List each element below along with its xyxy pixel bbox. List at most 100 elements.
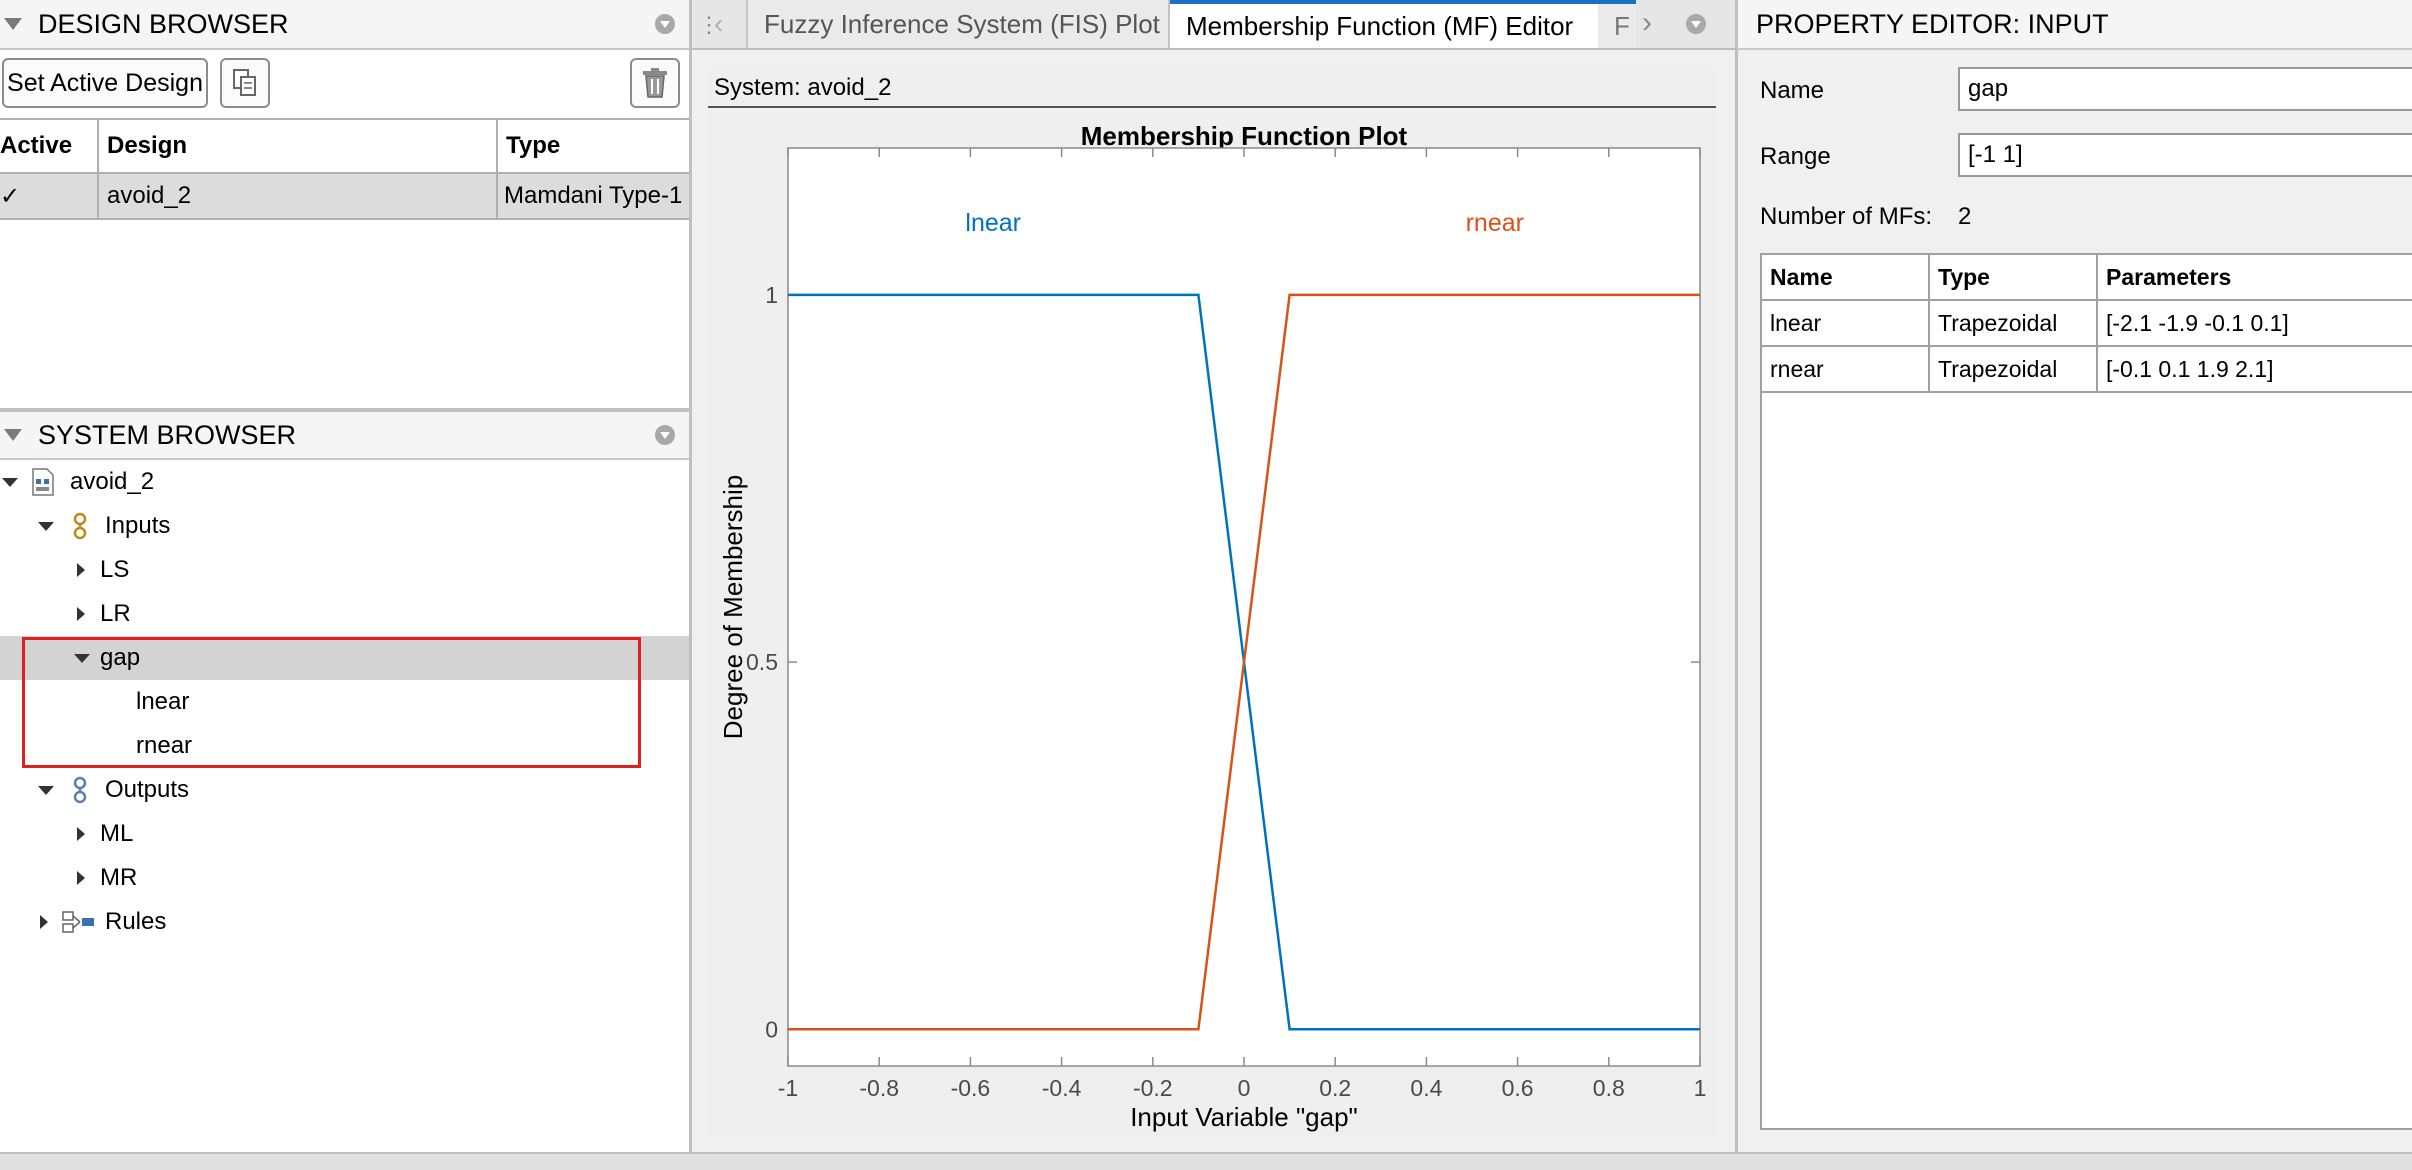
- column-header-active[interactable]: Active: [0, 118, 99, 174]
- chart-series: [788, 293, 1700, 1031]
- x-axis-label: Input Variable "gap": [1130, 1102, 1358, 1132]
- column-header-design[interactable]: Design: [97, 118, 498, 174]
- y-tick-label: 0.5: [746, 649, 778, 675]
- expand-arrow-icon[interactable]: [77, 563, 85, 577]
- expand-arrow-icon[interactable]: [38, 786, 54, 795]
- tab-fis-plot[interactable]: Fuzzy Inference System (FIS) Plot: [746, 0, 1170, 48]
- mf-table: Name Type Parameters lnear Trapezoidal […: [1762, 255, 2412, 393]
- tab-scroll-left-icon[interactable]: ‹: [714, 8, 724, 39]
- x-tick-label: 0.2: [1319, 1075, 1351, 1101]
- tree-node-mf-lnear[interactable]: lnear: [0, 680, 689, 724]
- column-header-type[interactable]: Type: [1928, 255, 2098, 301]
- system-label: System: avoid_2: [714, 74, 892, 101]
- tab-menu-icon[interactable]: [1686, 14, 1706, 34]
- tree-label-ml: ML: [100, 820, 134, 847]
- x-tick-label: 0.6: [1502, 1075, 1534, 1101]
- design-browser-pane: DESIGN BROWSER Set Active Design Active …: [0, 0, 692, 408]
- design-type-cell: Mamdani Type-1: [496, 172, 689, 220]
- system-browser-pane: SYSTEM BROWSER avoid_2 Inputs LS LR gap: [0, 408, 692, 1152]
- tree-node-output-ml[interactable]: ML: [0, 812, 689, 856]
- copy-design-button[interactable]: [220, 58, 270, 108]
- mf-params-cell[interactable]: [-2.1 -1.9 -0.1 0.1]: [2096, 299, 2412, 347]
- mf-type-cell[interactable]: Trapezoidal: [1928, 299, 2098, 347]
- tab-mf-editor-label: Membership Function (MF) Editor: [1186, 10, 1574, 41]
- table-row[interactable]: rnear Trapezoidal [-0.1 0.1 1.9 2.1]: [1762, 345, 2412, 393]
- mf-labels: lnear rnear: [965, 209, 1524, 237]
- y-axis-label: Degree of Membership: [718, 475, 748, 739]
- system-label-rule: [708, 106, 1716, 108]
- delete-design-button[interactable]: [630, 58, 680, 108]
- x-tick-label: -0.4: [1042, 1075, 1082, 1101]
- design-browser-header[interactable]: DESIGN BROWSER: [0, 0, 689, 50]
- rules-icon: [62, 911, 94, 933]
- tab-fis-plot-label: Fuzzy Inference System (FIS) Plot: [764, 8, 1160, 39]
- copy-icon: [233, 69, 256, 96]
- x-tick-label: -0.8: [859, 1075, 899, 1101]
- tab-partial[interactable]: F: [1598, 0, 1636, 48]
- y-tick-label: 1: [765, 282, 778, 308]
- range-field[interactable]: [-1 1]: [1958, 133, 2412, 177]
- tree-node-output-mr[interactable]: MR: [0, 856, 689, 900]
- x-tick-label: 1: [1694, 1075, 1707, 1101]
- x-tick-label: -0.6: [951, 1075, 991, 1101]
- tree-label-ls: LS: [100, 556, 130, 583]
- tree-label-outputs: Outputs: [105, 776, 190, 803]
- tree-label-lnear: lnear: [136, 688, 190, 715]
- column-header-name[interactable]: Name: [1762, 255, 1930, 301]
- tree-node-input-gap[interactable]: gap: [0, 636, 689, 680]
- tree-label-lr: LR: [100, 600, 131, 627]
- collapse-caret-icon[interactable]: [4, 18, 22, 30]
- expand-arrow-icon[interactable]: [77, 607, 85, 621]
- tree-node-input-ls[interactable]: LS: [0, 548, 689, 592]
- active-checkmark: ✓: [0, 172, 99, 220]
- tree-node-input-lr[interactable]: LR: [0, 592, 689, 636]
- range-label: Range: [1760, 143, 1831, 170]
- panel-menu-icon[interactable]: [655, 14, 675, 34]
- name-field[interactable]: gap: [1958, 67, 2412, 111]
- expand-arrow-icon[interactable]: [77, 827, 85, 841]
- column-header-parameters[interactable]: Parameters: [2096, 255, 2412, 301]
- mf-name-cell[interactable]: rnear: [1762, 345, 1930, 393]
- design-name-cell: avoid_2: [97, 172, 498, 220]
- tree-label-rnear: rnear: [136, 732, 193, 759]
- expand-arrow-icon[interactable]: [2, 478, 18, 487]
- outputs-icon: [73, 776, 87, 804]
- mf-label-rnear: rnear: [1466, 209, 1524, 237]
- tree-label-gap: gap: [100, 644, 141, 671]
- tree-node-rules[interactable]: Rules: [0, 900, 689, 944]
- x-tick-label: -0.2: [1133, 1075, 1173, 1101]
- mf-type-cell[interactable]: Trapezoidal: [1928, 345, 2098, 393]
- panel-menu-icon[interactable]: [655, 425, 675, 445]
- property-editor-header: PROPERTY EDITOR: INPUT: [1738, 0, 2412, 50]
- tree-node-inputs[interactable]: Inputs: [0, 504, 689, 548]
- property-editor-pane: PROPERTY EDITOR: INPUT Name gap Range [-…: [1738, 0, 2412, 1152]
- system-browser-header[interactable]: SYSTEM BROWSER: [0, 412, 689, 460]
- plot-axes-box: [787, 147, 1701, 1067]
- membership-function-plot[interactable]: Membership Function Plot -1 -0.8 -0.6 -0.4-…: [708, 112, 1716, 1132]
- bottom-scrollbar-strip: [0, 1152, 2412, 1170]
- fis-file-icon: [32, 468, 54, 496]
- expand-arrow-icon[interactable]: [38, 522, 54, 531]
- tab-strip-grip-icon: ⋮: [698, 12, 720, 37]
- collapse-caret-icon[interactable]: [4, 429, 22, 441]
- tab-mf-editor[interactable]: Membership Function (MF) Editor: [1170, 0, 1598, 48]
- expand-arrow-icon[interactable]: [40, 915, 48, 929]
- tree-node-outputs[interactable]: Outputs: [0, 768, 689, 812]
- expand-arrow-icon[interactable]: [77, 871, 85, 885]
- tab-scroll-right-icon[interactable]: ›: [1642, 6, 1652, 39]
- series-line-rnear[interactable]: [788, 293, 1700, 1031]
- chart-title: Membership Function Plot: [1081, 121, 1408, 151]
- tree-node-root[interactable]: avoid_2: [0, 460, 689, 504]
- table-row[interactable]: ✓ avoid_2 Mamdani Type-1: [0, 172, 689, 220]
- tree-node-mf-rnear[interactable]: rnear: [0, 724, 689, 768]
- table-row[interactable]: lnear Trapezoidal [-2.1 -1.9 -0.1 0.1]: [1762, 299, 2412, 347]
- x-tick-label: 0.4: [1410, 1075, 1442, 1101]
- expand-arrow-icon[interactable]: [74, 654, 90, 663]
- design-table: Active Design Type ✓ avoid_2 Mamdani Typ…: [0, 118, 689, 220]
- column-header-type[interactable]: Type: [496, 118, 689, 174]
- tree-label-inputs: Inputs: [105, 512, 171, 539]
- set-active-design-button[interactable]: Set Active Design: [2, 58, 208, 108]
- mf-name-cell[interactable]: lnear: [1762, 299, 1930, 347]
- inputs-icon: [73, 512, 87, 540]
- mf-params-cell[interactable]: [-0.1 0.1 1.9 2.1]: [2096, 345, 2412, 393]
